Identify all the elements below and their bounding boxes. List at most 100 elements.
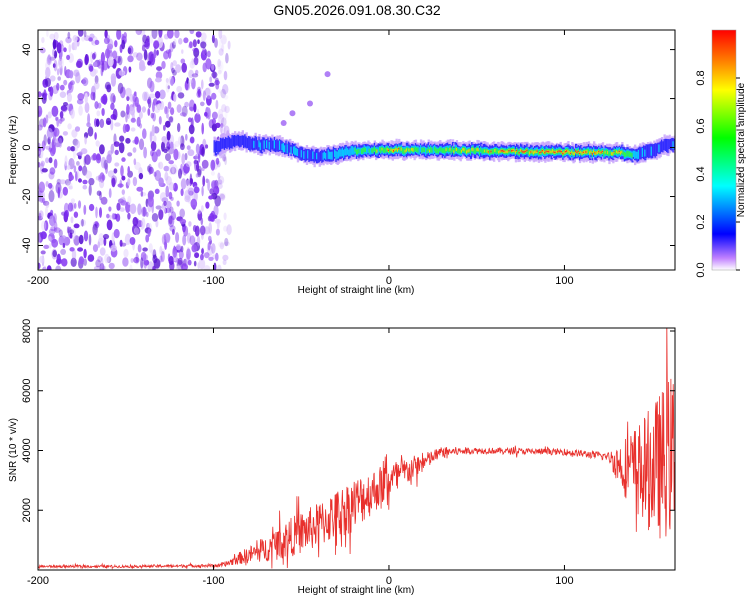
noise-speckle (173, 148, 179, 161)
ridge-cell (222, 137, 225, 149)
noise-speckle (81, 165, 88, 176)
ridge-cell (272, 140, 275, 151)
ridge-cell (563, 151, 566, 155)
noise-speckle (110, 73, 117, 83)
noise-speckle (217, 179, 223, 185)
ridge-cell (439, 147, 442, 152)
noise-speckle (132, 52, 139, 58)
noise-speckle (172, 69, 177, 76)
ridge-cell (310, 148, 314, 162)
noise-speckle (70, 216, 74, 224)
noise-speckle (217, 58, 221, 68)
noise-speckle (181, 263, 188, 270)
noise-speckle (43, 220, 49, 232)
ridge-cell (640, 147, 643, 160)
noise-speckle (217, 69, 222, 75)
noise-speckle (64, 179, 71, 186)
noise-speckle (63, 102, 68, 107)
ridge-cell (651, 144, 655, 159)
noise-speckle (156, 66, 163, 71)
ridge-cell (557, 151, 560, 153)
noise-speckle (179, 208, 185, 218)
noise-speckle (49, 33, 56, 40)
noise-speckle (73, 211, 79, 218)
ridge-cell (531, 150, 534, 153)
noise-speckle (78, 256, 85, 265)
noise-speckle (45, 181, 49, 187)
noise-speckle (127, 178, 131, 186)
noise-speckle (186, 248, 191, 260)
noise-speckle (210, 159, 216, 171)
ridge-cell (628, 151, 632, 157)
ridge-cell (494, 149, 497, 152)
noise-speckle (205, 201, 210, 209)
ridge-cell (539, 152, 542, 154)
noise-speckle (165, 78, 169, 83)
noise-speckle (75, 60, 83, 68)
ridge-cell (662, 141, 665, 153)
noise-speckle (52, 39, 57, 50)
ridge-cell (396, 148, 400, 152)
ridge-cell (444, 148, 447, 154)
ridge-cell (371, 148, 374, 153)
ridge-cell (621, 150, 624, 154)
noise-speckle (97, 59, 103, 69)
noise-speckle (209, 212, 215, 222)
noise-speckle (76, 140, 80, 149)
colorbar: 0.0 0.2 0.4 0.6 0.8 Normalized spectral ampl… (695, 29, 747, 278)
noise-speckle (164, 106, 168, 115)
ridge-cell (440, 147, 443, 152)
ridge-cell (653, 144, 656, 157)
ridge-cell (345, 146, 348, 156)
noise-speckle (88, 184, 92, 196)
noise-speckle (161, 234, 167, 245)
noise-speckle (219, 242, 225, 250)
spectrogram-ytick-label-4: 40 (21, 43, 33, 55)
ridge-cell (258, 140, 261, 148)
ridge-cell (490, 150, 493, 153)
ridge-cell (550, 150, 553, 154)
noise-speckle (145, 234, 150, 243)
noise-speckle (178, 250, 184, 260)
noise-speckle (142, 128, 147, 139)
noise-speckle (108, 188, 112, 199)
noise-speckle (206, 95, 212, 106)
noise-speckle (152, 39, 160, 49)
snr-ylabel: SNR (10 * v/v) (8, 418, 19, 482)
noise-speckle (94, 132, 97, 140)
noise-speckle (50, 226, 56, 232)
noise-speckle (122, 257, 129, 267)
ridge-cell (498, 150, 501, 154)
noise-speckle (189, 60, 195, 69)
ridge-cell (596, 150, 600, 155)
noise-speckle (49, 56, 56, 61)
ridge-cell (330, 151, 333, 160)
noise-speckle (97, 255, 103, 263)
ridge-cell (591, 152, 594, 155)
noise-speckle (121, 175, 126, 181)
ridge-cell (667, 139, 670, 154)
noise-speckle (222, 154, 226, 162)
noise-speckle (213, 262, 217, 270)
noise-speckle (168, 191, 173, 200)
ridge-cell (401, 148, 405, 154)
noise-speckle (83, 230, 89, 242)
ridge-cell (260, 139, 264, 154)
noise-speckle (135, 252, 139, 263)
ridge-cell (614, 149, 617, 155)
ridge-cell (496, 148, 500, 154)
ridge-cell (344, 148, 347, 156)
ridge-cell (616, 150, 619, 154)
noise-speckle (142, 247, 148, 252)
ridge-cell (391, 149, 394, 153)
noise-speckle (224, 155, 228, 166)
noise-speckle (188, 69, 194, 79)
noise-speckle (220, 34, 227, 45)
ridge-cell (627, 150, 630, 157)
noise-speckle (208, 222, 212, 235)
chart-title: GN05.2026.091.08.30.C32 (273, 2, 441, 18)
noise-speckle (201, 186, 204, 197)
ridge-cell (650, 146, 653, 156)
noise-speckle (163, 124, 166, 131)
